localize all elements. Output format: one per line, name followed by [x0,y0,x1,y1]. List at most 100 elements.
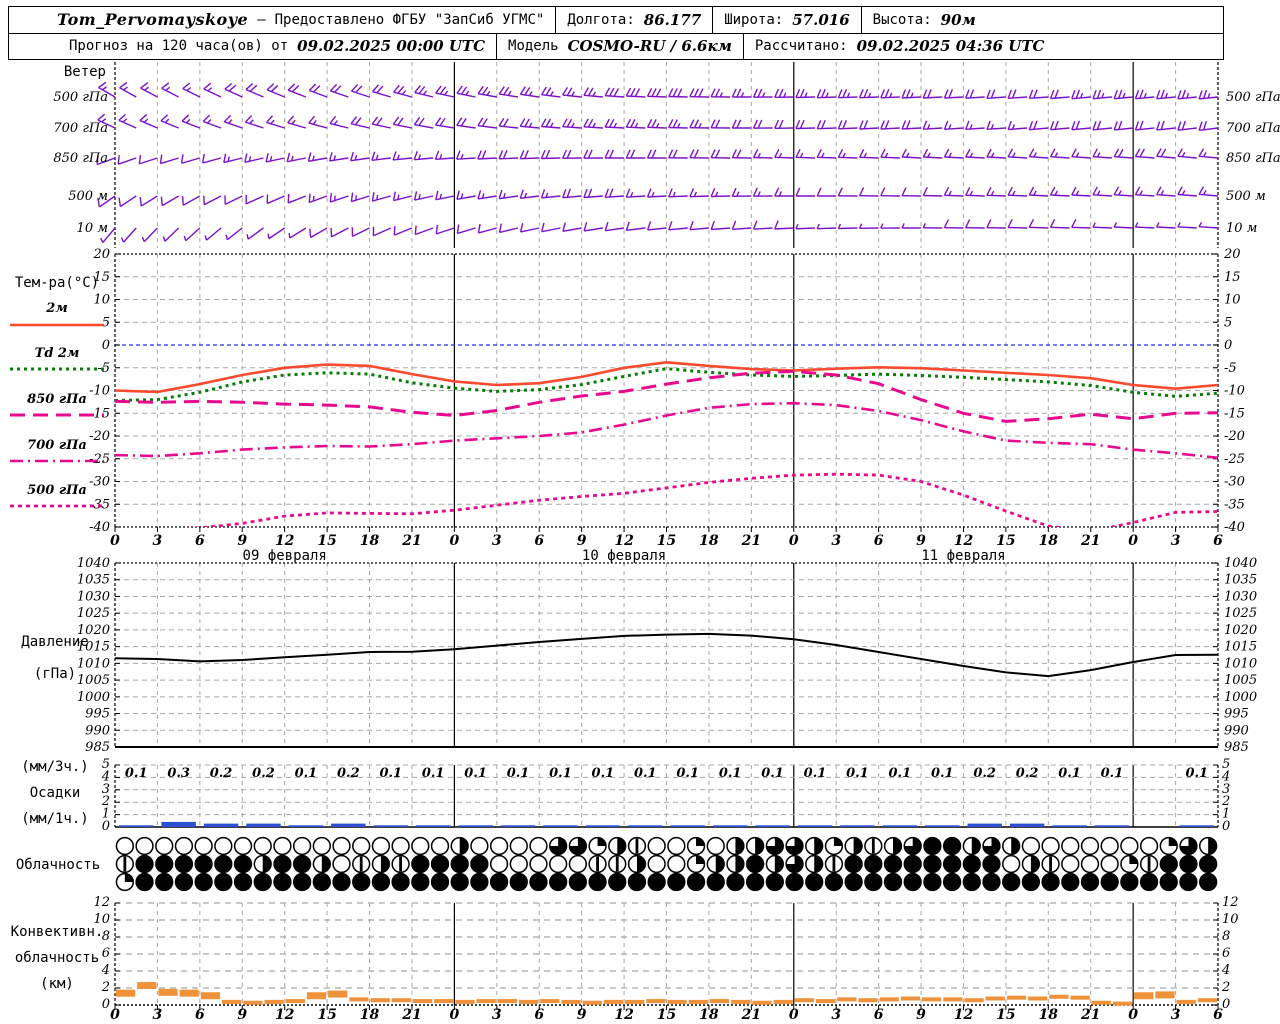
cloud-row-high [115,836,1218,856]
svg-text:Облачность: Облачность [16,857,100,873]
model-label: Модель [508,38,559,55]
svg-text:15: 15 [317,1007,336,1023]
svg-text:(мм/1ч.): (мм/1ч.) [21,811,88,827]
precip-bar [585,825,621,827]
svg-text:500 м: 500 м [68,189,108,204]
precip-bar [670,825,705,827]
svg-text:10 м: 10 м [77,221,108,236]
svg-text:2м: 2м [45,301,67,316]
svg-text:700 гПа: 700 гПа [1226,121,1280,136]
convective-bar [1155,991,1175,999]
svg-text:6: 6 [534,533,544,549]
svg-text:Тем-ра(°C): Тем-ра(°C) [15,275,99,291]
svg-text:4: 4 [101,769,110,784]
svg-text:-5: -5 [1224,361,1237,376]
svg-text:3: 3 [492,1007,502,1023]
svg-text:1005: 1005 [77,673,110,688]
precip-bar [161,821,196,827]
convective-bar [879,997,899,1002]
svg-text:6: 6 [1213,533,1223,549]
forecast-time: 09.02.2025 00:00 UTC [297,37,486,56]
header-separator [496,33,498,59]
precip-bar [543,825,578,827]
svg-text:3: 3 [1171,1007,1181,1023]
svg-text:5: 5 [1222,757,1230,772]
svg-text:1025: 1025 [77,606,110,621]
convective-bar [582,1000,602,1005]
svg-text:15: 15 [93,270,110,285]
svg-text:985: 985 [85,740,110,755]
cloud-row-low [115,872,1218,892]
svg-text:6: 6 [195,533,205,549]
convective-bar [709,999,730,1004]
svg-text:0.1: 0.1 [125,766,148,781]
convective-bar [815,999,836,1004]
convective-bar [285,999,305,1004]
svg-text:1020: 1020 [77,623,110,638]
svg-text:700 гПа: 700 гПа [53,121,108,136]
svg-text:1005: 1005 [1224,673,1257,688]
svg-text:3: 3 [1222,782,1230,797]
wind-barbs-500-м [97,186,1219,208]
svg-text:1015: 1015 [77,640,110,655]
svg-text:0: 0 [110,1007,120,1023]
svg-text:-25: -25 [89,452,110,467]
precipitation-panel: 0.1 0.3 0.2 0.2 0.1 0.2 0.1 0.1 0.1 0.1 0.1 0.1 0.1 0… [119,766,1214,827]
svg-text:-30: -30 [1224,475,1245,490]
svg-text:21: 21 [401,1007,421,1023]
temp-series-850-гПа [115,369,1218,423]
header-separator [712,7,714,33]
svg-text:0: 0 [1224,338,1232,353]
svg-text:1000: 1000 [77,690,110,705]
precip-bar [458,825,493,827]
svg-text:700 гПа: 700 гПа [27,438,87,453]
provider-text: Предоставлено ФГБУ "ЗапСиб УГМС" [274,11,545,28]
convective-bar [412,999,433,1004]
precip-bar [500,825,536,827]
svg-text:2: 2 [101,980,110,995]
convective-bar [794,998,814,1003]
svg-text:5: 5 [102,315,110,330]
svg-text:990: 990 [1224,723,1249,738]
convective-bar [900,996,921,1001]
convective-bar [985,996,1005,1001]
svg-text:09 февраля: 09 февраля [243,548,327,564]
svg-text:985: 985 [1224,740,1249,755]
calc-time: 09.02.2025 04:36 UTC [856,37,1045,56]
convective-bar [943,997,963,1002]
svg-text:0.1: 0.1 [464,766,487,781]
svg-text:0.1: 0.1 [1185,766,1208,781]
svg-text:0.1: 0.1 [295,766,318,781]
convective-bar [328,990,348,998]
svg-text:0: 0 [450,533,460,549]
svg-text:9: 9 [577,1007,587,1023]
svg-text:9: 9 [237,1007,247,1023]
precip-bar [755,825,790,827]
svg-text:500 гПа: 500 гПа [53,90,108,105]
precip-bar [1179,825,1214,827]
svg-text:20: 20 [1223,247,1241,262]
convective-panel [116,982,1217,1006]
svg-text:-10: -10 [89,384,110,399]
svg-text:1010: 1010 [77,656,110,671]
svg-text:12: 12 [954,1007,974,1023]
convective-bar [137,982,157,990]
svg-text:0.1: 0.1 [804,766,827,781]
svg-text:облачность: облачность [15,950,99,966]
svg-text:-30: -30 [89,475,110,490]
svg-text:1030: 1030 [77,589,110,604]
longitude-value: 86.177 [643,10,702,29]
svg-text:15: 15 [1224,270,1241,285]
wind-barbs-10-м [100,219,1219,244]
svg-text:0.1: 0.1 [676,766,699,781]
header-separator [555,7,557,33]
svg-text:6: 6 [1222,946,1230,961]
svg-text:1025: 1025 [1224,606,1257,621]
svg-text:2: 2 [101,794,110,809]
convective-bar [858,998,878,1003]
svg-text:18: 18 [360,1007,380,1023]
svg-text:21: 21 [741,533,761,549]
svg-text:0: 0 [1128,533,1138,549]
svg-text:10: 10 [93,293,110,308]
convective-bar [476,999,496,1004]
